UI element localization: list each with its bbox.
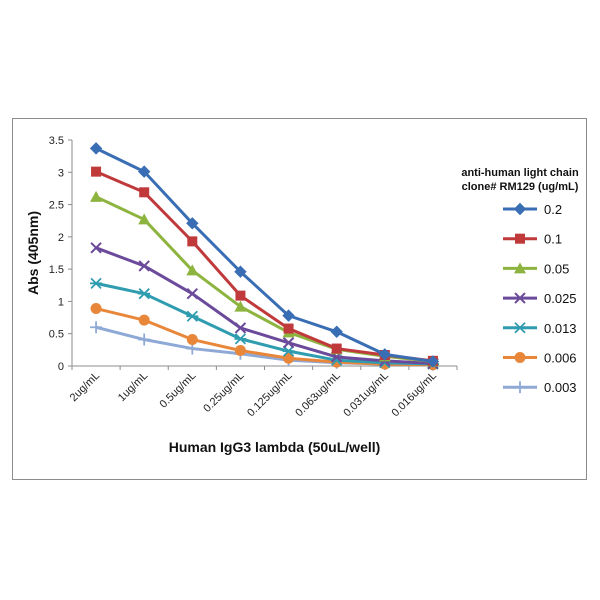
y-tick-label: 2.5 bbox=[49, 200, 64, 212]
data-point bbox=[90, 321, 103, 334]
data-point bbox=[187, 236, 198, 247]
data-point bbox=[186, 334, 198, 346]
data-point bbox=[234, 345, 246, 357]
data-point bbox=[186, 310, 199, 322]
chart-frame bbox=[12, 118, 587, 480]
y-tick-label: 3 bbox=[58, 167, 64, 179]
legend-label: 0.1 bbox=[544, 232, 562, 247]
y-tick-label: 2 bbox=[58, 232, 64, 244]
data-point bbox=[90, 303, 102, 315]
legend-marker bbox=[514, 381, 526, 394]
data-point bbox=[90, 277, 103, 289]
data-point bbox=[283, 323, 294, 334]
y-tick-label: 1.5 bbox=[49, 264, 64, 276]
series-line-0.025 bbox=[95, 246, 434, 365]
y-tick-label: 1 bbox=[58, 296, 64, 308]
legend-label: 0.003 bbox=[544, 380, 577, 395]
data-point bbox=[186, 264, 199, 276]
x-axis-title: Human IgG3 lambda (50uL/well) bbox=[169, 439, 381, 455]
data-point bbox=[138, 333, 151, 346]
data-point bbox=[283, 352, 295, 364]
data-point bbox=[90, 190, 103, 202]
data-point bbox=[234, 322, 247, 334]
y-tick-label: 3.5 bbox=[49, 135, 64, 147]
data-point bbox=[137, 165, 151, 178]
data-point bbox=[234, 300, 247, 312]
legend-marker bbox=[514, 322, 526, 334]
legend-label: 0.2 bbox=[544, 202, 562, 217]
series-line-0.013 bbox=[95, 281, 433, 366]
legend-label: 0.006 bbox=[544, 351, 577, 366]
data-point bbox=[282, 345, 295, 357]
data-point bbox=[282, 337, 295, 349]
plot-area: 0 0.5 1 1.5 2 2.5 3 3.5 2ug/mL 1ug/mL 0.5ug/mL 0.25… bbox=[49, 135, 458, 420]
data-point bbox=[91, 166, 102, 177]
x-tick-label: 0.016ug/mL bbox=[389, 370, 439, 420]
data-point bbox=[138, 260, 150, 272]
data-point bbox=[138, 314, 150, 326]
data-point bbox=[330, 325, 343, 338]
legend-marker bbox=[513, 202, 527, 216]
legend-marker bbox=[515, 233, 525, 244]
data-point bbox=[138, 288, 151, 300]
legend-title-line-1: anti-human light chain bbox=[461, 167, 579, 179]
legend: 0.2 0.1 0.05 0.025 0.013 0.006 0.003 bbox=[503, 202, 577, 395]
series-line-0.2 bbox=[95, 147, 434, 363]
legend-marker bbox=[514, 292, 526, 304]
y-tick-label: 0.5 bbox=[49, 329, 64, 341]
data-point bbox=[234, 333, 247, 345]
y-axis-title: Abs (405nm) bbox=[25, 211, 41, 295]
y-tick-label: 0 bbox=[58, 361, 64, 373]
x-tick-label: 0.063ug/mL bbox=[293, 370, 343, 420]
x-tick-label: 0.5ug/mL bbox=[158, 370, 199, 411]
data-point bbox=[282, 309, 295, 322]
data-point bbox=[186, 287, 199, 300]
legend-label: 0.013 bbox=[544, 321, 577, 336]
data-point bbox=[138, 213, 151, 225]
legend-label: 0.025 bbox=[544, 291, 577, 306]
data-point bbox=[89, 142, 103, 155]
series-line-0.1 bbox=[95, 170, 434, 363]
legend-marker bbox=[514, 262, 526, 274]
data-point bbox=[186, 217, 199, 230]
data-point bbox=[426, 355, 440, 368]
x-tick-label: 2ug/mL bbox=[68, 370, 102, 404]
legend-title-line-2: clone# RM129 (ug/mL) bbox=[462, 181, 579, 193]
data-point bbox=[235, 290, 246, 301]
x-tick-label: 0.25ug/mL bbox=[201, 370, 246, 415]
data-point bbox=[139, 187, 150, 198]
x-tick-label: 1ug/mL bbox=[116, 370, 150, 404]
data-point bbox=[90, 242, 102, 254]
legend-marker bbox=[514, 352, 526, 363]
data-point bbox=[331, 343, 342, 354]
legend-label: 0.05 bbox=[544, 261, 569, 276]
x-tick-label: 0.125ug/mL bbox=[245, 370, 295, 420]
data-point bbox=[234, 265, 247, 278]
x-tick-label: 0.031ug/mL bbox=[341, 370, 391, 420]
data-point bbox=[378, 348, 392, 361]
